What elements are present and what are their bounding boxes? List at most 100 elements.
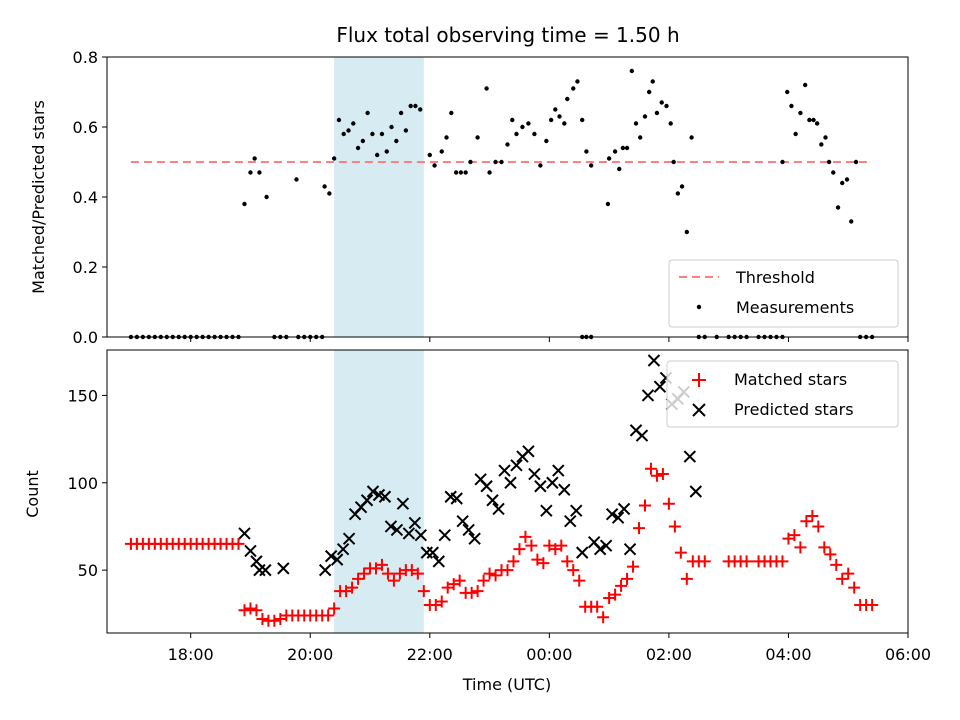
matched-stars-point [615,579,628,592]
measurement-point [588,163,594,168]
predicted-stars-point [689,485,703,498]
measurement-point [785,89,790,95]
measurement-point [664,103,669,109]
measurement-point [248,170,253,175]
predicted-stars-point [611,511,625,524]
matched-stars-point [519,530,532,543]
measurement-point [584,149,589,154]
matched-stars-point [836,572,849,585]
measurement-point [580,117,585,123]
measurement-point [638,135,643,140]
predicted-stars-point [683,450,697,463]
measurement-point [654,110,660,116]
measurement-point [294,177,299,182]
matched-stars-point [633,522,646,535]
matched-stars-point [848,581,861,594]
matched-stars-point [812,520,825,533]
bottom-y-tick-label: 150 [67,386,98,405]
predicted-stars-point [390,523,404,537]
predicted-stars-point [462,523,475,537]
measurement-point [453,170,459,175]
top-y-tick-label: 0.2 [73,258,98,277]
top-y-axis-label: Matched/Predicted stars [29,100,48,294]
matched-stars-point [638,499,651,512]
measurement-point [562,121,567,126]
measurement-point [780,159,785,165]
measurement-point [798,110,803,116]
matched-stars-point [453,574,466,587]
measurement-point [565,96,570,102]
predicted-stars-point [504,476,517,489]
measurement-point [322,184,327,189]
measurement-point [331,156,337,161]
predicted-stars-point [366,485,380,498]
x-tick-label: 22:00 [407,645,453,664]
matched-stars-point [465,586,478,599]
measurement-point [671,159,676,165]
matched-stars-point [387,574,400,587]
predicted-stars-point [540,504,553,517]
matched-stars-point [788,529,801,542]
measurement-point [505,142,510,147]
x-axis-label: Time (UTC) [462,675,551,694]
measurement-point [413,103,418,109]
measurement-point [264,194,269,200]
matched-stars-point [435,595,448,608]
measurement-point [403,128,409,133]
bottom-shaded-span [334,350,424,633]
matched-stars-point [621,572,634,585]
legend-predicted-swatch [692,403,706,417]
matched-stars-point [417,585,430,598]
predicted-stars-point [528,467,541,481]
measurement-point [252,156,257,161]
predicted-stars-point [426,546,439,559]
matched-stars-point [842,567,855,580]
predicted-stars-point [576,546,589,559]
measurement-point [418,107,423,112]
matched-stars-point [489,569,502,582]
measurement-point [514,131,519,137]
measurement-point [487,170,492,175]
matched-stars-point [352,572,365,585]
measurement-point [633,121,639,126]
measurement-point [394,138,399,144]
measurement-point [346,128,351,133]
measurement-point [605,201,611,207]
matched-stars-point [740,555,753,568]
matched-stars-point [794,541,807,554]
measurement-point [538,163,543,168]
matched-stars-point [800,515,813,528]
measurement-point [575,79,580,84]
measurement-point [620,145,626,151]
measurement-point [499,159,504,165]
predicted-stars-point [468,532,481,545]
predicted-stars-point [653,380,667,393]
predicted-stars-point [336,542,350,556]
matched-stars-point [866,599,879,612]
legend-measurements-swatch [696,304,702,310]
matched-stars-point [818,541,831,554]
predicted-stars-point [238,527,251,540]
top-y-tick-label: 0.0 [73,328,98,347]
predicted-stars-point [641,389,655,402]
measurement-point [642,114,648,119]
measurement-point [408,103,413,109]
measurement-point [389,124,394,130]
measurement-point [802,82,808,88]
matched-stars-point [513,543,526,556]
matched-stars-point [375,558,388,571]
x-tick-label: 04:00 [765,645,811,664]
top-legend-box [668,259,899,328]
matched-stars-point [591,600,604,613]
matched-stars-point [256,613,269,626]
top-y-ticks: 0.0 0.2 0.4 0.6 0.8 [73,48,107,347]
top-shaded-span [334,57,424,337]
measurement-point [510,117,515,123]
matched-stars-point [232,537,245,550]
predicted-stars-point [570,504,583,517]
measurement-point [675,191,681,196]
measurement-point [475,135,480,140]
matched-stars-point [411,567,424,580]
bottom-legend-box [666,360,899,428]
